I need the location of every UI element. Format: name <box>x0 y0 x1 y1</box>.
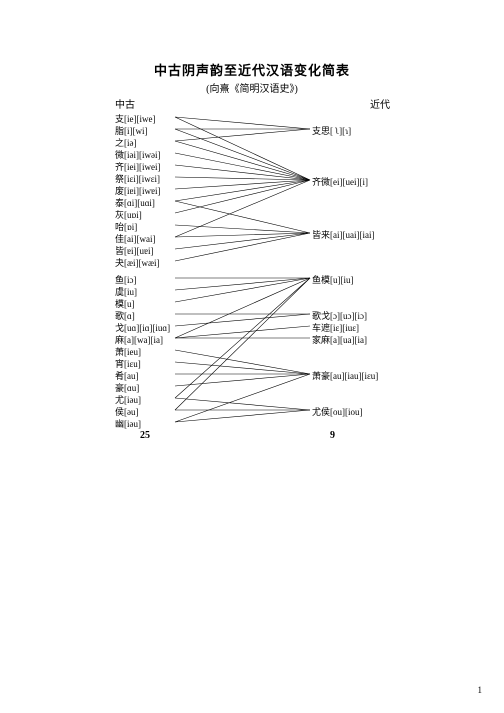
count-right: 9 <box>330 430 335 441</box>
page-number: 1 <box>478 685 483 695</box>
right-item: 家麻[a][ua][ia] <box>312 333 367 346</box>
right-item: 萧豪[au][iau][iɛu] <box>312 369 378 382</box>
subtitle: (向熹《简明汉语史》) <box>0 80 504 95</box>
left-item: 夬[æi][wæi] <box>115 256 160 269</box>
col-header-left: 中古 <box>115 96 135 111</box>
connection-lines <box>0 0 504 713</box>
left-item: 幽[iəu] <box>115 417 141 430</box>
col-header-right: 近代 <box>370 96 390 111</box>
right-item: 支思[ ʅ][ɿ] <box>312 124 351 137</box>
title: 中古阴声韵至近代汉语变化简表 <box>0 60 504 79</box>
page: 中古阴声韵至近代汉语变化简表 (向熹《简明汉语史》) 中古 近代 支[ie][i… <box>0 0 504 713</box>
count-left: 25 <box>140 430 150 441</box>
right-item: 鱼模[u][iu] <box>312 273 354 286</box>
right-item: 齐微[ei][uei][i] <box>312 175 368 188</box>
right-item: 尤侯[ou][iou] <box>312 405 363 418</box>
right-item: 皆来[ai][uai][iai] <box>312 228 374 241</box>
